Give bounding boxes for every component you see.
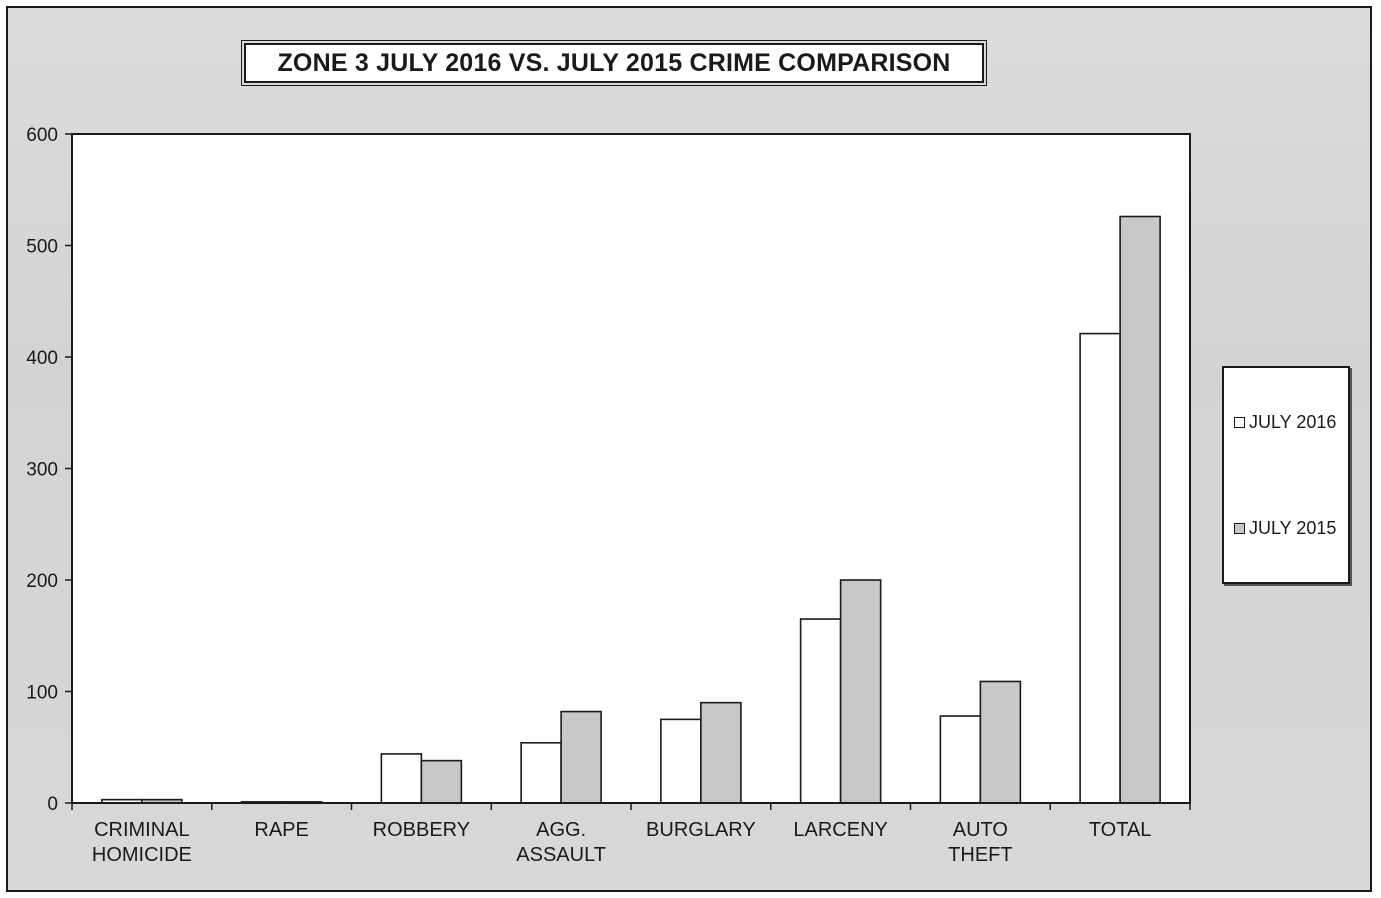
bar-july-2016 [520, 741, 562, 804]
x-category-label: HOMICIDE [92, 844, 192, 866]
x-category-label: ASSAULT [516, 844, 606, 866]
y-tick-label: 0 [47, 794, 58, 815]
legend-label-series-2: JULY 2015 [1249, 518, 1337, 538]
bar-july-2016 [799, 618, 842, 804]
x-category-label: AGG. [536, 819, 586, 841]
chart-title: ZONE 3 JULY 2016 VS. JULY 2015 CRIME COM… [241, 40, 987, 86]
bar-july-2015 [560, 710, 602, 804]
y-tick-label: 300 [26, 460, 58, 481]
bar-july-2015 [700, 701, 742, 804]
bar-july-2015 [979, 680, 1022, 804]
y-tick-label: 100 [26, 683, 58, 704]
y-tick-label: 400 [26, 348, 58, 369]
x-category-label: TOTAL [1089, 819, 1152, 841]
x-category-label: RAPE [254, 819, 308, 841]
bar-july-2015 [1119, 215, 1161, 804]
bar-july-2015 [420, 759, 463, 804]
x-category-label: CRIMINAL [94, 819, 190, 841]
x-category-label: LARCENY [793, 819, 887, 841]
bar-july-2016 [1079, 332, 1121, 804]
legend-item-series-1: JULY 2016 [1234, 412, 1336, 433]
y-tick-label: 600 [26, 125, 58, 146]
bar-july-2015 [839, 579, 882, 804]
legend-label-series-1: JULY 2016 [1249, 412, 1337, 432]
plot-area [71, 133, 1191, 804]
x-category-label: AUTO [953, 819, 1008, 841]
bar-july-2016 [380, 753, 423, 804]
y-tick-label: 500 [26, 237, 58, 258]
bar-july-2016 [660, 718, 702, 804]
legend-item-series-2: JULY 2015 [1234, 518, 1336, 539]
chart-legend: JULY 2016 JULY 2015 [1222, 366, 1350, 584]
x-category-label: THEFT [948, 844, 1012, 866]
y-tick-label: 200 [26, 571, 58, 592]
x-category-label: ROBBERY [373, 819, 470, 841]
bar-july-2016 [939, 715, 982, 804]
legend-swatch-series-2 [1234, 523, 1245, 534]
x-category-label: BURGLARY [646, 819, 756, 841]
legend-swatch-series-1 [1234, 417, 1245, 428]
